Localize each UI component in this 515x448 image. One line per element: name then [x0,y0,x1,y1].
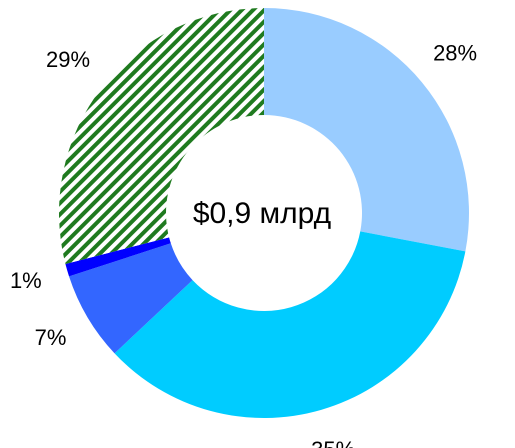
donut-slice [114,231,466,419]
slice-label: 28% [433,41,477,66]
slice-label: 29% [46,47,90,72]
donut-slice [69,243,193,354]
donut-slice [65,237,171,277]
donut-slice [58,8,264,264]
donut-slice [264,8,469,252]
slice-label: 7% [35,325,67,350]
center-label: $0,9 млрд [193,197,331,230]
slice-label: 35% [311,437,355,448]
slice-label: 1% [10,268,42,293]
